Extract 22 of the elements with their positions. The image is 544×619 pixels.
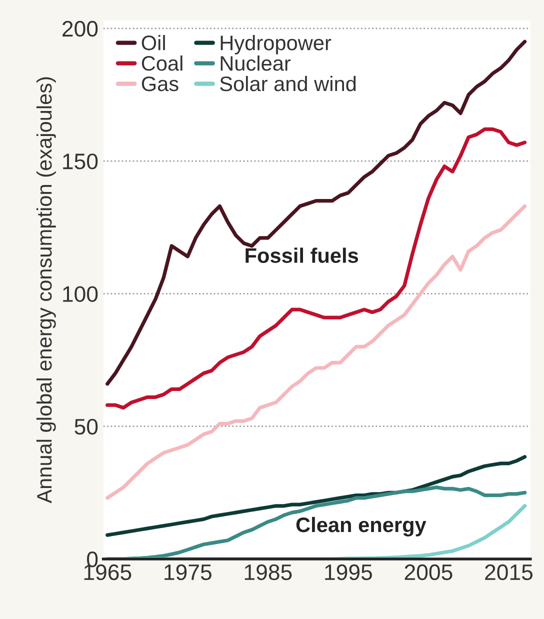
line-series — [106, 504, 527, 559]
legend-label: Gas — [142, 76, 178, 92]
annotation: Clean energy — [296, 516, 426, 536]
x-tick-label: 1985 — [244, 564, 292, 580]
legend-label: Nuclear — [220, 55, 291, 71]
x-tick-label: 2015 — [485, 564, 533, 580]
legend-label: Coal — [142, 55, 182, 71]
y-tick-label: 150 — [63, 154, 98, 170]
legend-label: Solar and wind — [220, 76, 356, 92]
line-series — [106, 455, 527, 537]
legend-label: Oil — [142, 35, 165, 50]
y-tick-label: 100 — [63, 286, 98, 302]
y-axis-title: Annual global energy consumption (exajoules) — [36, 77, 56, 504]
x-tick-label: 1975 — [164, 564, 212, 580]
y-tick-label: 200 — [62, 20, 98, 37]
line-series — [106, 127, 527, 410]
legend-label: Hydropower — [220, 35, 332, 54]
x-tick-label: 2005 — [404, 564, 452, 580]
annotation: Fossil fuels — [246, 248, 358, 263]
x-tick-label: 1995 — [325, 564, 372, 580]
y-tick-label: 50 — [74, 418, 98, 435]
line-series — [106, 204, 527, 500]
